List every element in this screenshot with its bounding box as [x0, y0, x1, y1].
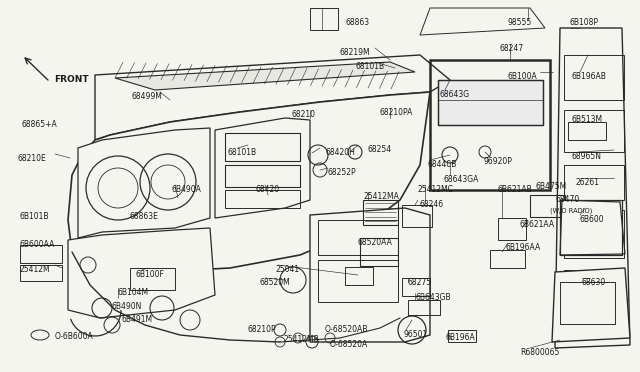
Bar [225, 190, 300, 208]
Text: 68863E: 68863E [130, 212, 159, 221]
Text: FRONT: FRONT [54, 76, 88, 84]
Text: 6B621AA: 6B621AA [520, 220, 555, 229]
Text: 68246: 68246 [420, 200, 444, 209]
Bar [318, 260, 398, 302]
Bar [318, 220, 398, 255]
Text: 25412MC: 25412MC [418, 185, 454, 194]
Bar [402, 278, 430, 296]
Text: 68865+A: 68865+A [22, 120, 58, 129]
Text: 68252P: 68252P [328, 168, 356, 177]
Text: 68643G: 68643G [440, 90, 470, 99]
Text: 6B491M: 6B491M [122, 315, 153, 324]
Text: 68210E: 68210E [18, 154, 47, 163]
Bar [498, 218, 526, 240]
Text: 68440B: 68440B [428, 160, 458, 169]
Text: 68101B: 68101B [228, 148, 257, 157]
Polygon shape [115, 62, 415, 90]
Text: 6B196AA: 6B196AA [505, 243, 540, 252]
Text: 25041: 25041 [275, 265, 299, 274]
Bar [568, 122, 606, 140]
Bar [402, 205, 432, 227]
Polygon shape [78, 128, 210, 238]
Bar [490, 250, 525, 268]
Bar [310, 8, 338, 30]
Text: 68219M: 68219M [340, 48, 371, 57]
Bar [130, 268, 175, 290]
Bar [564, 55, 624, 100]
Bar [564, 165, 624, 200]
Bar [20, 245, 62, 263]
Text: 6B643GB: 6B643GB [415, 293, 451, 302]
Bar [363, 200, 398, 225]
Polygon shape [68, 228, 215, 318]
Text: 6B100A: 6B100A [508, 72, 538, 81]
Text: R6800065: R6800065 [520, 348, 559, 357]
Bar [564, 110, 624, 152]
Polygon shape [552, 268, 630, 342]
Text: O-68520A: O-68520A [330, 340, 368, 349]
Text: 25412MA: 25412MA [363, 192, 399, 201]
Text: 6B100F: 6B100F [135, 270, 164, 279]
Text: 25412MB: 25412MB [283, 335, 319, 344]
Text: 6B490N: 6B490N [112, 302, 142, 311]
Text: 6B513M: 6B513M [572, 115, 603, 124]
Polygon shape [68, 92, 430, 272]
Bar [430, 60, 550, 190]
Text: 6B621AB: 6B621AB [498, 185, 532, 194]
Polygon shape [215, 118, 310, 218]
Bar [438, 80, 543, 125]
Text: 68210P: 68210P [247, 325, 276, 334]
Text: O-6B600A: O-6B600A [55, 332, 93, 341]
Polygon shape [555, 28, 630, 348]
Bar [345, 267, 373, 285]
Text: 68643GA: 68643GA [444, 175, 479, 184]
Text: O-68520AB: O-68520AB [325, 325, 369, 334]
Text: 68254: 68254 [368, 145, 392, 154]
Polygon shape [310, 208, 430, 342]
Text: 68499M: 68499M [132, 92, 163, 101]
Bar [560, 282, 615, 324]
Bar [225, 133, 300, 161]
Bar [560, 200, 622, 255]
Bar [564, 270, 624, 325]
Text: 96920P: 96920P [484, 157, 513, 166]
Polygon shape [420, 8, 545, 35]
Text: 68965N: 68965N [572, 152, 602, 161]
Text: 68470: 68470 [555, 195, 579, 204]
Text: 6B600AA: 6B600AA [20, 240, 56, 249]
Text: 68520AA: 68520AA [358, 238, 393, 247]
Bar [360, 238, 398, 266]
Bar [408, 300, 440, 315]
Bar [225, 165, 300, 187]
Bar [20, 265, 62, 281]
Text: 68275: 68275 [408, 278, 432, 287]
Text: 68210: 68210 [292, 110, 316, 119]
Text: 68420H: 68420H [325, 148, 355, 157]
Text: 6B475M: 6B475M [535, 182, 566, 191]
Bar [564, 210, 624, 258]
Text: 6B490A: 6B490A [172, 185, 202, 194]
Text: 96501: 96501 [404, 330, 428, 339]
Text: 6B196A: 6B196A [446, 333, 476, 342]
Text: 68210PA: 68210PA [380, 108, 413, 117]
Text: 68101B: 68101B [355, 62, 384, 71]
Text: 68520M: 68520M [260, 278, 291, 287]
Text: 68420: 68420 [255, 185, 279, 194]
Text: 6B196AB: 6B196AB [572, 72, 607, 81]
Text: 68247: 68247 [500, 44, 524, 53]
Text: 68863: 68863 [345, 18, 369, 27]
Polygon shape [95, 55, 450, 140]
Text: 68630: 68630 [582, 278, 606, 287]
Text: (W/O RADIO): (W/O RADIO) [550, 207, 593, 214]
Bar [530, 195, 565, 217]
Bar [438, 80, 543, 125]
Text: 98555: 98555 [508, 18, 532, 27]
Text: 6B104M: 6B104M [118, 288, 149, 297]
Text: 6B600: 6B600 [580, 215, 605, 224]
Text: 26261: 26261 [575, 178, 599, 187]
Text: 25412M: 25412M [20, 265, 51, 274]
Text: 6B101B: 6B101B [20, 212, 49, 221]
Bar [448, 330, 476, 342]
Text: 6B108P: 6B108P [570, 18, 599, 27]
